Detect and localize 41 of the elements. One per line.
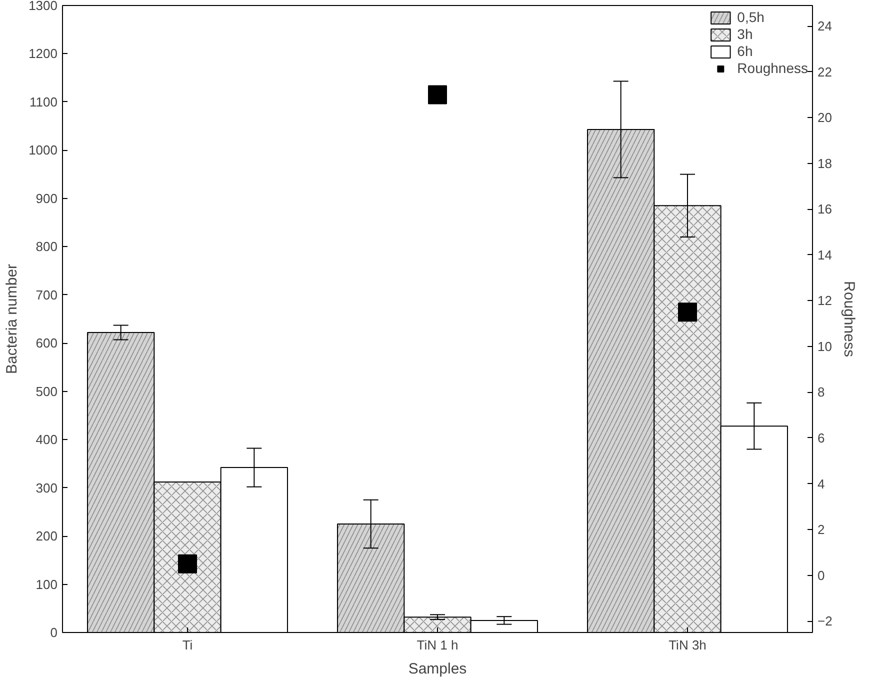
x-tick-label: Ti [182,638,193,652]
y-axis-title: Bacteria number [4,264,21,374]
y-tick-label: 1000 [28,142,58,158]
y-tick-label: 100 [36,576,58,592]
y-tick-label: 700 [36,287,58,302]
y2-tick-label: 0 [818,568,825,583]
y2-tick-label: 6 [818,430,825,446]
y-tick-label: 300 [36,480,58,496]
y-tick-label: 900 [36,190,58,206]
y2-tick-label: 20 [818,110,832,126]
y-tick-label: 800 [36,239,58,254]
point [678,302,697,322]
y-tick-label: 1100 [30,94,58,110]
y2-tick-label: 4 [818,476,825,492]
y2-tick-label: 8 [818,384,825,400]
y2-tick-label: 14 [818,247,832,262]
x-tick-label: TiN 1 h [416,638,458,652]
point [178,554,197,574]
y-tick-label: 400 [36,432,58,448]
y-tick-label: 1200 [28,46,58,62]
legend-label: 0,5h [737,9,764,25]
x-tick-label: TiN 3h [668,638,706,652]
y2-tick-label: 18 [818,156,832,171]
x-axis-title: Samples [408,660,467,678]
y-tick-label: 200 [36,528,58,544]
legend-label: 6h [737,43,754,59]
y2-axis-title: Roughness [840,281,858,357]
legend-label: Roughness [737,60,808,76]
y-tick-label: 0 [50,625,58,640]
y2-tick-label: 2 [818,522,825,538]
y2-tick-label: 16 [818,202,832,217]
y-tick-label: 1300 [28,0,58,13]
point [428,85,447,104]
y2-tick-label: 24 [818,18,832,34]
y2-tick-label: 10 [818,338,832,354]
y-tick-label: 600 [36,336,58,351]
y2-tick-label: −2 [818,614,832,629]
legend-label: 3h [737,26,754,42]
y2-tick-label: 22 [818,64,832,80]
y-tick-label: 500 [36,384,58,399]
y2-tick-label: 12 [818,293,832,308]
